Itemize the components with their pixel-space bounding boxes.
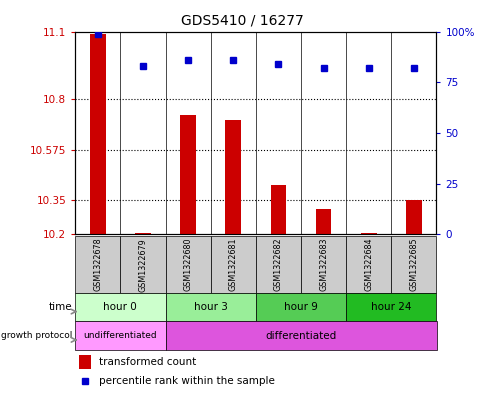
Text: GSM1322684: GSM1322684: [363, 238, 373, 292]
Bar: [346, 293, 436, 321]
Bar: [391, 236, 436, 293]
Bar: [315, 209, 331, 234]
Bar: [256, 236, 301, 293]
Bar: [301, 236, 346, 293]
Bar: [75, 321, 165, 350]
Text: time: time: [49, 302, 73, 312]
Text: GDS5410 / 16277: GDS5410 / 16277: [181, 14, 303, 28]
Text: GSM1322681: GSM1322681: [228, 238, 237, 292]
Bar: [165, 236, 210, 293]
Bar: [90, 34, 106, 234]
Bar: [256, 293, 346, 321]
Bar: [78, 355, 91, 369]
Text: undifferentiated: undifferentiated: [83, 331, 157, 340]
Bar: [210, 236, 256, 293]
Bar: [135, 233, 151, 234]
Text: GSM1322682: GSM1322682: [273, 238, 282, 292]
Text: hour 9: hour 9: [284, 302, 318, 312]
Text: differentiated: differentiated: [265, 331, 336, 341]
Text: percentile rank within the sample: percentile rank within the sample: [98, 376, 274, 386]
Text: GSM1322680: GSM1322680: [183, 238, 192, 292]
Text: hour 3: hour 3: [193, 302, 227, 312]
Bar: [180, 115, 196, 234]
Bar: [225, 119, 241, 234]
Text: GSM1322685: GSM1322685: [408, 238, 418, 292]
Text: hour 24: hour 24: [370, 302, 411, 312]
Bar: [346, 236, 391, 293]
Text: transformed count: transformed count: [98, 357, 196, 367]
Text: hour 0: hour 0: [103, 302, 137, 312]
Bar: [120, 236, 165, 293]
Bar: [360, 233, 376, 234]
Bar: [270, 185, 286, 234]
Bar: [165, 321, 436, 350]
Text: GSM1322683: GSM1322683: [318, 238, 327, 292]
Text: growth protocol: growth protocol: [1, 331, 73, 340]
Text: GSM1322678: GSM1322678: [93, 238, 102, 292]
Bar: [165, 293, 256, 321]
Text: GSM1322679: GSM1322679: [138, 238, 147, 292]
Bar: [405, 200, 421, 234]
Bar: [75, 293, 165, 321]
Bar: [75, 236, 120, 293]
